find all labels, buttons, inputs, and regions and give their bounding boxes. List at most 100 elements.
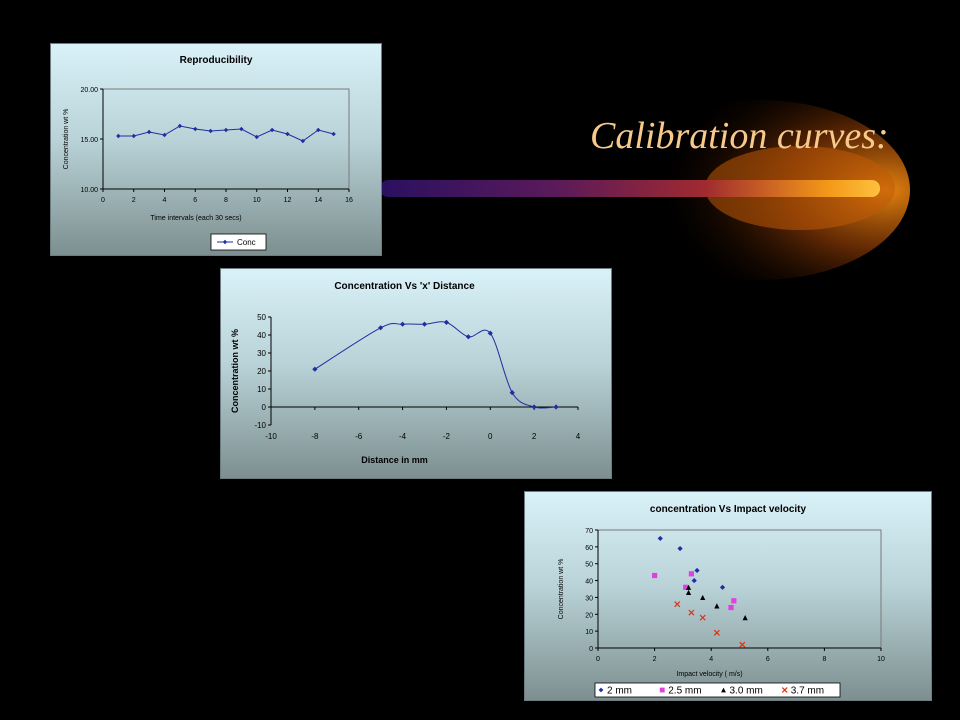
x-tick-label: 8 <box>224 197 228 204</box>
x-tick-label: -2 <box>443 432 451 441</box>
data-point <box>685 589 692 595</box>
x-tick-label: -4 <box>399 432 407 441</box>
y-tick-label: 10 <box>257 385 266 394</box>
x-tick-label: -6 <box>355 432 363 441</box>
legend-marker <box>721 687 726 693</box>
legend-marker <box>659 687 665 693</box>
data-point <box>688 571 694 577</box>
legend-marker <box>222 239 228 245</box>
y-tick-label: 20 <box>585 612 593 619</box>
x-axis-label: Impact velocity ( m/s) <box>676 671 742 678</box>
reproducibility-chart-svg: Reproducibility 10.00 15.00 20.00 0 2 4 6 8 10 12 1… <box>63 55 353 251</box>
series-line <box>314 321 557 409</box>
y-tick-label: 50 <box>257 313 266 322</box>
data-point <box>688 609 695 616</box>
gradient-bar <box>380 180 880 197</box>
chart-title: Concentration Vs 'x' Distance <box>334 281 475 292</box>
data-point <box>269 127 275 133</box>
x-tick-label: 2 <box>132 197 136 204</box>
x-tick-label: 4 <box>576 432 581 441</box>
x-axis-label: Time intervals (each 30 secs) <box>150 215 241 222</box>
legend-marker <box>781 687 788 693</box>
x-tick-label: 10 <box>877 656 885 663</box>
data-point <box>285 131 290 137</box>
y-tick-label: 10 <box>585 629 593 636</box>
data-point <box>739 641 746 648</box>
data-point <box>208 128 213 134</box>
chart-title: Reproducibility <box>180 55 253 66</box>
data-point <box>683 584 689 590</box>
x-tick-label: 14 <box>314 197 322 204</box>
y-axis-label: Concentration wt % <box>230 329 240 413</box>
x-tick-label: 2 <box>532 432 537 441</box>
x-tick-label: -8 <box>311 432 319 441</box>
impact-velocity-chart: concentration Vs Impact velocity 0 10 20 30 4… <box>524 491 932 701</box>
x-axis-label: Distance in mm <box>361 455 428 465</box>
distance-chart-svg: Concentration Vs 'x' Distance-1001020304… <box>230 281 581 465</box>
x-tick-label: 10 <box>253 197 261 204</box>
y-tick-label: -10 <box>254 421 266 430</box>
slide-title: Calibration curves: <box>590 115 889 157</box>
y-tick-label: 0 <box>589 646 593 653</box>
data-point <box>728 604 734 611</box>
data-point <box>531 404 537 410</box>
y-tick-label: 60 <box>585 545 593 552</box>
legend-label: 2.5 mm <box>668 686 701 697</box>
data-point <box>421 321 428 327</box>
data-point <box>731 598 737 604</box>
y-tick-label: 20.00 <box>80 87 98 94</box>
x-tick-label: 0 <box>596 656 600 663</box>
data-point <box>685 584 692 590</box>
data-point <box>714 603 720 609</box>
legend-box <box>594 682 841 698</box>
x-tick-label: 6 <box>766 656 770 663</box>
y-tick-label: 50 <box>585 562 593 569</box>
impact-velocity-chart-svg: concentration Vs Impact velocity01020304… <box>558 504 885 698</box>
data-point <box>553 404 559 410</box>
y-tick-label: 15.00 <box>80 137 98 144</box>
legend-label: 2 mm <box>607 686 632 697</box>
y-tick-label: 40 <box>257 331 266 340</box>
x-tick-label: 2 <box>653 656 657 663</box>
legend-label: 3.0 mm <box>730 686 763 697</box>
y-tick-label: 30 <box>585 595 593 602</box>
y-axis-label: Concentration wt % <box>558 559 565 620</box>
x-tick-label: 4 <box>709 656 713 663</box>
legend-label: Conc <box>237 238 256 247</box>
distance-chart: Concentration Vs 'x' Distance -10 0 10 20 30 4… <box>220 268 612 479</box>
data-point <box>223 127 229 133</box>
plot-area <box>271 317 578 425</box>
x-tick-label: 0 <box>488 432 493 441</box>
data-point <box>674 601 681 608</box>
y-axis-label: Concentration wt % <box>63 109 70 170</box>
data-point <box>254 134 259 140</box>
reproducibility-chart: Reproducibility 10.00 15.00 20.00 0 2 4 6 8 10 12 1… <box>50 43 382 256</box>
x-tick-label: -10 <box>265 432 277 441</box>
legend-marker <box>598 687 604 693</box>
x-tick-label: 0 <box>101 197 105 204</box>
y-tick-label: 10.00 <box>80 187 98 194</box>
data-point <box>300 138 306 144</box>
plot-area <box>102 88 350 190</box>
data-point <box>699 614 706 621</box>
x-tick-label: 16 <box>345 197 353 204</box>
data-point <box>239 126 244 132</box>
y-tick-label: 0 <box>262 403 267 412</box>
legend-label: 3.7 mm <box>791 686 824 697</box>
plot-area <box>597 529 882 649</box>
data-point <box>193 126 198 132</box>
x-tick-label: 12 <box>284 197 292 204</box>
data-point <box>694 567 700 574</box>
legend-box <box>210 233 267 251</box>
data-point <box>742 615 748 621</box>
x-tick-label: 8 <box>822 656 826 663</box>
data-point <box>700 594 706 601</box>
x-tick-label: 6 <box>193 197 197 204</box>
x-tick-label: 4 <box>163 197 167 204</box>
data-point <box>487 330 493 336</box>
y-tick-label: 20 <box>257 367 266 376</box>
data-point <box>713 629 720 636</box>
chart-title: concentration Vs Impact velocity <box>650 504 807 515</box>
y-tick-label: 40 <box>585 579 593 586</box>
